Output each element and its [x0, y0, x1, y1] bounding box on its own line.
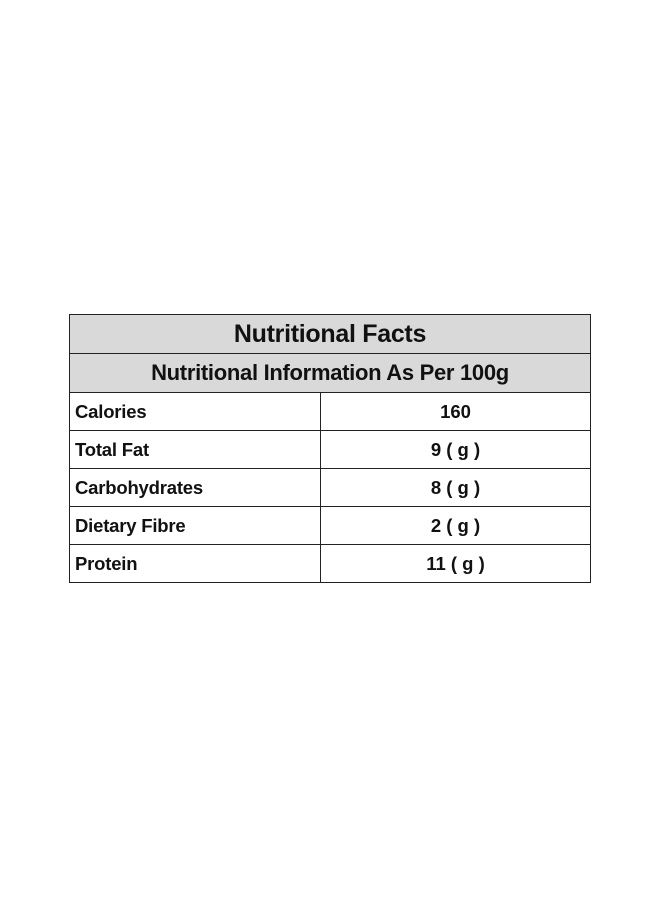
nutrient-value: 160 [320, 392, 591, 431]
table-row: Carbohydrates 8 ( g ) [69, 468, 591, 507]
table-row: Dietary Fibre 2 ( g ) [69, 506, 591, 545]
nutrient-value: 8 ( g ) [320, 468, 591, 507]
nutrient-value: 2 ( g ) [320, 506, 591, 545]
nutrition-facts-table: Nutritional Facts Nutritional Informatio… [69, 314, 591, 583]
nutrient-value: 9 ( g ) [320, 430, 591, 469]
table-subtitle: Nutritional Information As Per 100g [69, 353, 591, 393]
nutrient-label: Protein [69, 544, 321, 583]
table-row: Calories 160 [69, 392, 591, 431]
nutrient-label: Total Fat [69, 430, 321, 469]
title-row: Nutritional Facts [69, 314, 591, 354]
subtitle-row: Nutritional Information As Per 100g [69, 353, 591, 393]
nutrient-value: 11 ( g ) [320, 544, 591, 583]
nutrient-label: Calories [69, 392, 321, 431]
table-row: Total Fat 9 ( g ) [69, 430, 591, 469]
table-title: Nutritional Facts [69, 314, 591, 354]
nutrient-label: Carbohydrates [69, 468, 321, 507]
nutrient-label: Dietary Fibre [69, 506, 321, 545]
table-row: Protein 11 ( g ) [69, 544, 591, 583]
